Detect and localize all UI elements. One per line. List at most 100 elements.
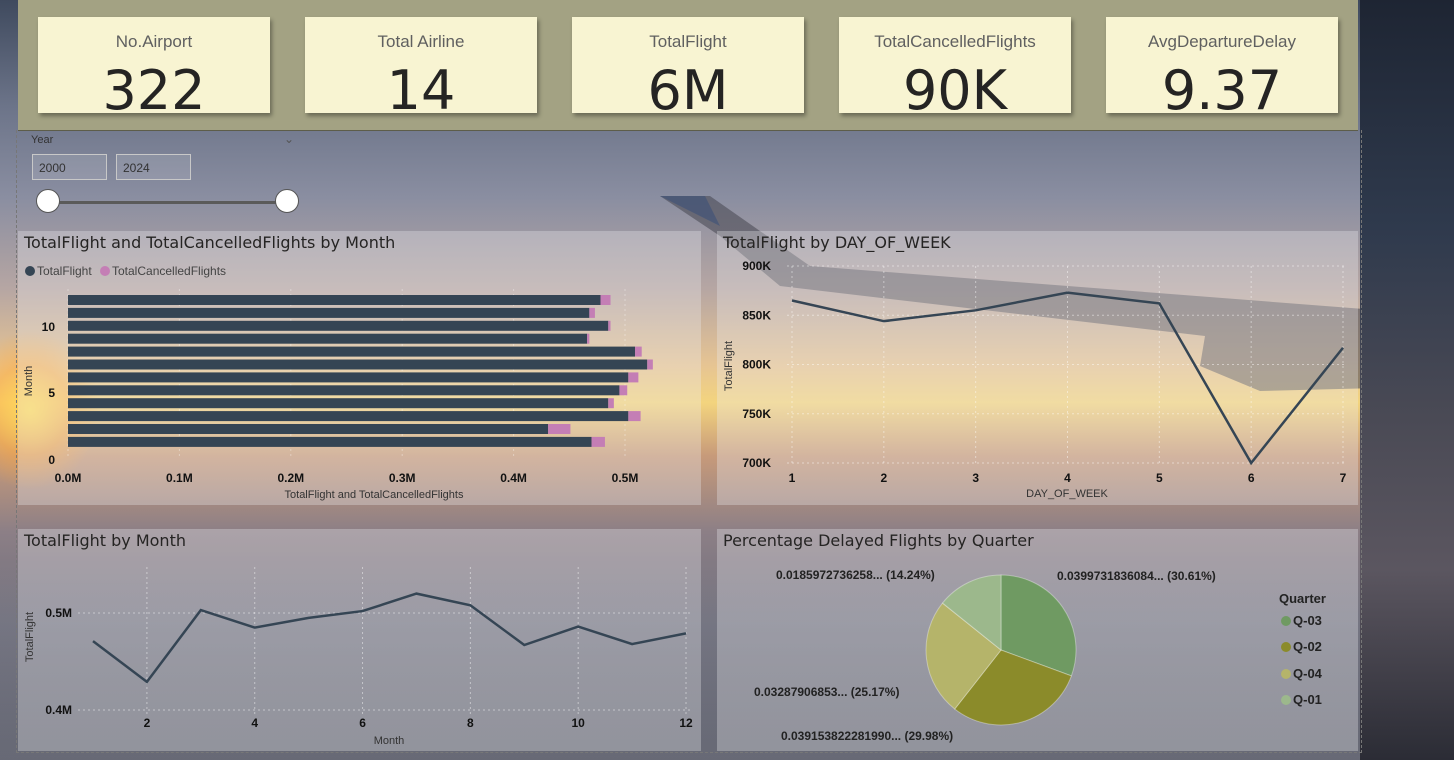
bar-totalflight-month-5[interactable] [68,385,620,396]
kpi-title: No.Airport [115,32,193,51]
dow-x-tick: 4 [1064,471,1071,485]
month-x-axis-label: Month [374,735,405,747]
bar-totalflight-month-11[interactable] [68,307,590,318]
legend-marker-totalflight [25,266,35,276]
legend-label-cancelled: TotalCancelledFlights [112,264,226,278]
kpi-value: 14 [386,59,456,122]
year-slider-handle-end[interactable] [275,189,299,213]
kpi-card-airlines: Total Airline 14 [305,17,537,121]
month-y-ticks: 0.4M 0.5M [45,606,72,717]
pie-label-q03: 0.0399731836084... (30.61%) [1057,569,1216,583]
month-x-tick: 6 [359,716,366,730]
year-slider-handle-start[interactable] [36,189,60,213]
dow-y-tick: 750K [742,407,771,421]
kpi-value: 322 [102,59,206,122]
bar-cancelled-month-4[interactable] [608,398,614,409]
dow-x-tick: 2 [880,471,887,485]
bar-y-tick: 5 [48,386,55,400]
bar-totalflight-month-9[interactable] [68,333,588,344]
bar-totalflight-month-2[interactable] [68,424,549,434]
bar-totalflight-month-10[interactable] [68,320,609,331]
legend-marker-q03[interactable] [1281,616,1291,626]
month-y-tick: 0.4M [45,703,72,717]
year-to-input[interactable]: 2024 [116,154,191,180]
dow-x-tick: 6 [1248,471,1255,485]
pie-label-q01: 0.0185972736258... (14.24%) [776,568,935,582]
report-frame [16,130,1362,753]
dow-line-chart-svg: 700K 750K 800K 850K 900K 1 2 3 4 5 6 7 DAY_OF_WEEK… [723,259,1347,500]
legend-item-q04[interactable]: Q-04 [1293,666,1323,681]
chart-panel-flights-by-day-of-week: 700K 750K 800K 850K 900K 1 2 3 4 5 6 7 DAY_OF_WEEK… [717,231,1358,505]
legend-item-q02[interactable]: Q-02 [1293,639,1322,654]
dow-x-tick: 7 [1340,471,1347,485]
bar-cancelled-month-9[interactable] [587,333,590,344]
bar-x-tick: 0.4M [500,471,527,485]
legend-marker-q04[interactable] [1281,669,1291,679]
bar-cancelled-month-10[interactable] [608,320,611,331]
month-line-chart-svg: 0.4M 0.5M 2 4 6 8 10 12 Month TotalFlight [24,567,693,747]
bar-cancelled-month-7[interactable] [647,359,653,370]
chart-title: Percentage Delayed Flights by Quarter [723,531,1034,550]
bar-y-tick: 10 [42,320,56,334]
year-slider-track[interactable] [48,201,288,204]
bar-cancelled-month-11[interactable] [589,307,595,318]
chart-panel-flights-by-month-bar: TotalFlight TotalCancelledFlights 0.0M 0.… [18,231,701,505]
dow-series-line [791,291,1344,466]
bar-totalflight-month-1[interactable] [68,436,592,447]
bar-cancelled-month-3[interactable] [628,411,641,422]
bar-x-tick: 0.3M [389,471,416,485]
dow-x-ticks: 1 2 3 4 5 6 7 [789,471,1347,485]
bar-totalflight-month-6[interactable] [68,372,629,383]
kpi-value: 6M [647,59,729,122]
bar-cancelled-month-2[interactable] [548,424,571,434]
dow-x-tick: 3 [972,471,979,485]
dow-y-ticks: 700K 750K 800K 850K 900K [742,259,771,470]
kpi-card-cancelled-flights: TotalCancelledFlights 90K [839,17,1071,121]
kpi-title: TotalFlight [649,32,727,51]
bar-cancelled-month-1[interactable] [591,436,605,447]
bar-totalflight-month-8[interactable] [68,346,636,357]
bar-totalflight-month-12[interactable] [68,295,601,305]
bar-cancelled-month-5[interactable] [619,385,628,396]
month-x-tick: 12 [679,716,693,730]
month-x-ticks: 2 4 6 8 10 12 [144,716,693,730]
year-from-input[interactable]: 2000 [32,154,107,180]
pie-chart-svg: 0.0399731836084... (30.61%) 0.0391538222… [754,568,1326,743]
pie-slice-q-02[interactable] [953,649,1073,726]
bar-totalflight-month-3[interactable] [68,411,629,422]
legend-marker-q01[interactable] [1281,695,1291,705]
bar-x-axis-label: TotalFlight and TotalCancelledFlights [285,489,464,501]
bar-x-tick: 0.2M [277,471,304,485]
dow-y-tick: 700K [742,456,771,470]
chart-title: TotalFlight by DAY_OF_WEEK [723,233,951,252]
bar-x-tick: 0.5M [612,471,639,485]
legend-label-totalflight: TotalFlight [37,264,92,278]
legend-item-q03[interactable]: Q-03 [1293,613,1322,628]
month-x-tick: 4 [251,716,258,730]
bar-cancelled-month-8[interactable] [635,346,642,357]
pie-slice-q-01[interactable] [941,574,1002,652]
pie-slice-q-04[interactable] [925,602,1002,710]
dow-y-axis-label: TotalFlight [723,341,735,391]
pie-slice-q-03[interactable] [1000,574,1077,677]
pie-label-q04: 0.03287906853... (25.17%) [754,685,899,699]
legend-item-q01[interactable]: Q-01 [1293,692,1322,707]
dow-y-tick: 800K [742,358,771,372]
bar-x-tick: 0.0M [55,471,82,485]
bar-x-ticks: 0.0M 0.1M 0.2M 0.3M 0.4M 0.5M [55,471,639,485]
bar-cancelled-month-12[interactable] [600,295,611,305]
kpi-card-airports: No.Airport 322 [38,17,270,121]
chevron-down-icon[interactable]: ⌄ [284,132,295,146]
bar-totalflight-month-7[interactable] [68,359,648,370]
kpi-card-total-flight: TotalFlight 6M [572,17,804,121]
kpi-value: 90K [902,59,1008,122]
dow-x-tick: 1 [789,471,796,485]
month-x-tick: 2 [144,716,151,730]
chart-panel-flights-by-month-line: 0.4M 0.5M 2 4 6 8 10 12 Month TotalFlight Tota… [18,529,701,751]
kpi-title: TotalCancelledFlights [874,32,1036,51]
legend-marker-q02[interactable] [1281,642,1291,652]
background-clouds [0,560,1454,760]
kpi-card-avg-departure-delay: AvgDepartureDelay 9.37 [1106,17,1338,121]
bar-cancelled-month-6[interactable] [628,372,639,383]
bar-totalflight-month-4[interactable] [68,398,609,409]
